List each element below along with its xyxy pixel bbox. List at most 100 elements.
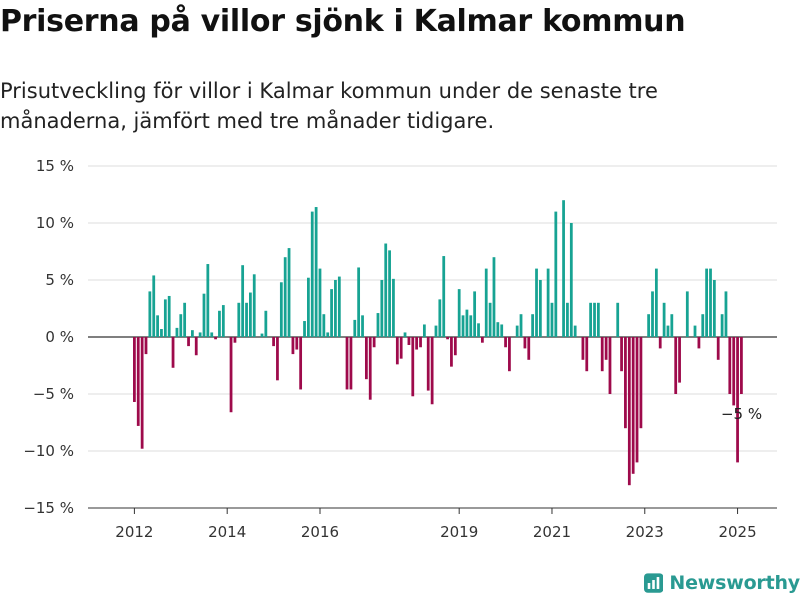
bar [187,337,190,347]
bar [218,310,221,337]
bar [395,337,399,365]
bar [581,337,585,360]
chart-annotations: −5 % [721,405,762,423]
bar [631,337,635,474]
bar [326,332,330,337]
bar [515,325,519,337]
bar [191,330,194,337]
bar [492,257,496,337]
bar [480,337,484,343]
bar [353,319,357,337]
bar [144,337,148,355]
bar [388,250,391,337]
bar [554,211,558,337]
bar [616,302,620,337]
x-tick-label: 2023 [626,523,664,541]
bar [438,299,442,337]
annotation-label: −5 % [721,405,762,423]
bar [446,337,449,340]
bar [163,299,167,337]
bar [407,337,411,345]
bar [728,337,732,394]
bar [349,337,353,390]
bar [596,302,600,337]
bar [368,337,372,400]
bar [508,337,511,372]
bar [303,321,306,337]
bar [202,293,206,337]
bar [434,325,438,337]
bar [585,337,589,372]
bar [283,257,287,337]
bar [550,302,554,337]
bar [334,280,337,337]
bar [384,243,388,337]
bar [392,278,395,337]
bar [179,314,183,337]
bar [670,314,674,337]
bar [496,322,500,337]
y-tick-label: −5 % [33,385,74,403]
bar [566,302,569,337]
brand-name: Newsworthy [669,572,800,594]
page-subtitle: Prisutveckling för villor i Kalmar kommu… [0,79,658,133]
bar [198,332,202,337]
bar [295,337,299,350]
bar [376,313,380,337]
bar [194,337,198,356]
bar [465,309,469,337]
bar [716,337,720,360]
bar [469,315,473,337]
bar [709,268,712,337]
bar [299,337,303,390]
bar [504,337,507,348]
bar [307,277,310,337]
bar [442,256,446,337]
bar [685,291,689,337]
bar [569,223,573,337]
bar [678,337,681,383]
bar [279,282,283,337]
bar [206,264,210,337]
bar [361,315,364,337]
bar [500,324,504,337]
bar [260,333,264,337]
bar-chart-icon [644,573,664,593]
bar [430,337,434,405]
bar [624,337,627,429]
x-tick-label: 2016 [301,523,339,541]
bar [245,302,248,337]
bar [693,325,697,337]
bar [488,302,492,337]
page-title: Priserna på villor sjönk i Kalmar kommun [0,4,686,39]
bar [701,314,705,337]
bar [364,337,368,380]
bar [241,265,245,337]
bar-chart: 15 %10 %5 %0 %−5 %−10 %−15 % 2012 2014 201… [23,157,777,541]
bar [593,302,596,337]
bar [589,302,593,337]
bar [546,268,550,337]
bar [635,337,639,463]
bar [666,325,670,337]
bar [712,280,716,337]
x-axis-ticks: 2012 2014 2016 2019 2021 2023 2025 [115,508,757,541]
bar [156,315,159,337]
bar [140,337,144,449]
bar [658,337,662,349]
bar [608,337,612,394]
bar [724,291,728,337]
bar [318,268,322,337]
bar [287,248,291,337]
bar [133,337,136,402]
bar [523,337,527,349]
bar [674,337,678,394]
bar [210,332,214,337]
bar [399,337,403,359]
bar [175,327,179,337]
bar [484,268,488,337]
bar [422,324,426,337]
bar [519,314,523,337]
bar [732,337,736,406]
bar [647,314,651,337]
